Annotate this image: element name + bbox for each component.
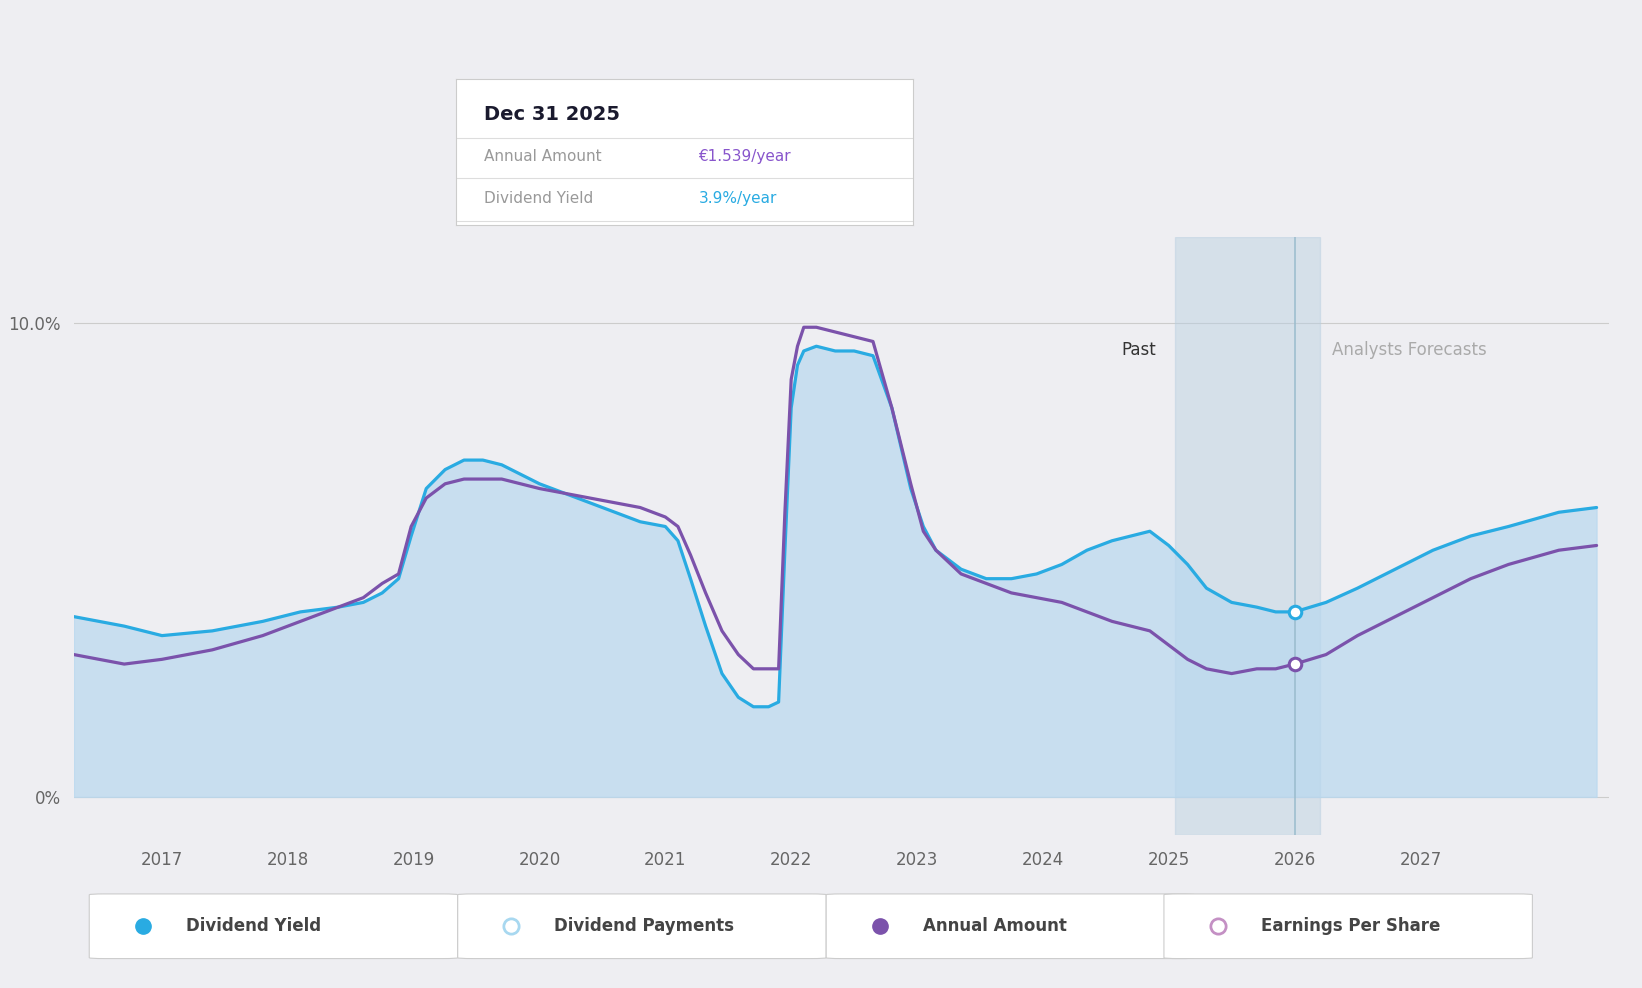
FancyBboxPatch shape: [826, 894, 1195, 958]
FancyBboxPatch shape: [1164, 894, 1532, 958]
FancyBboxPatch shape: [89, 894, 458, 958]
Text: €1.539/year: €1.539/year: [698, 149, 791, 164]
Text: Dec 31 2025: Dec 31 2025: [484, 106, 621, 124]
Text: Analysts Forecasts: Analysts Forecasts: [1332, 342, 1488, 360]
Text: 3.9%/year: 3.9%/year: [698, 192, 777, 206]
Text: Annual Amount: Annual Amount: [484, 149, 601, 164]
FancyBboxPatch shape: [458, 894, 826, 958]
Text: Dividend Yield: Dividend Yield: [484, 192, 593, 206]
Text: Dividend Payments: Dividend Payments: [555, 917, 734, 936]
Text: Past: Past: [1121, 342, 1156, 360]
Text: Earnings Per Share: Earnings Per Share: [1261, 917, 1440, 936]
Text: Annual Amount: Annual Amount: [923, 917, 1067, 936]
Text: Dividend Yield: Dividend Yield: [186, 917, 322, 936]
Bar: [1176, 237, 1320, 835]
